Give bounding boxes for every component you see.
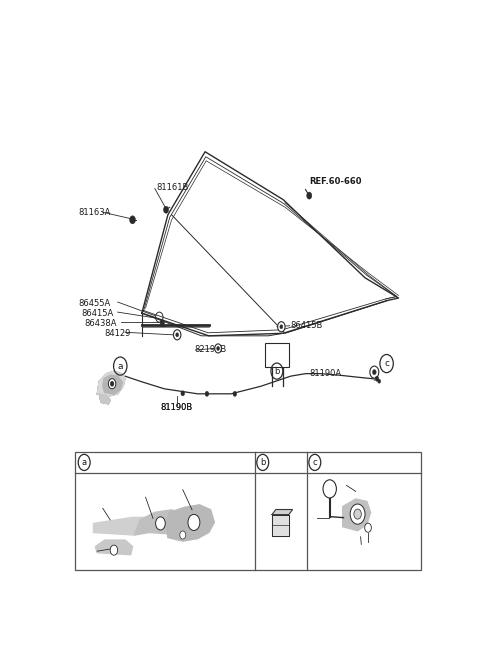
Circle shape	[378, 379, 381, 383]
Text: 1125DA: 1125DA	[136, 490, 168, 499]
Circle shape	[176, 333, 179, 337]
Polygon shape	[103, 375, 122, 394]
Text: 81161B: 81161B	[156, 183, 189, 191]
Circle shape	[112, 548, 115, 552]
Circle shape	[83, 525, 88, 533]
Circle shape	[367, 526, 370, 530]
Text: 81195: 81195	[86, 504, 111, 513]
Circle shape	[158, 521, 163, 527]
Polygon shape	[166, 505, 215, 541]
Polygon shape	[99, 394, 110, 404]
Polygon shape	[96, 540, 132, 555]
Polygon shape	[97, 371, 125, 396]
Text: 81163A: 81163A	[79, 208, 111, 217]
Circle shape	[163, 206, 168, 214]
Circle shape	[108, 379, 116, 389]
Circle shape	[277, 322, 285, 332]
Polygon shape	[343, 499, 371, 531]
Text: 81199: 81199	[271, 458, 300, 467]
Circle shape	[110, 545, 118, 555]
Text: c: c	[312, 458, 317, 467]
Text: 86455A: 86455A	[79, 299, 111, 308]
Text: 86590: 86590	[86, 548, 111, 557]
Text: 86415B: 86415B	[290, 321, 323, 330]
Text: 1243FF: 1243FF	[337, 479, 366, 489]
Text: REF.60-660: REF.60-660	[309, 178, 362, 187]
Circle shape	[354, 509, 361, 519]
Circle shape	[350, 504, 365, 524]
Circle shape	[173, 329, 181, 340]
Polygon shape	[134, 510, 194, 535]
Circle shape	[216, 346, 219, 350]
Text: 81130: 81130	[173, 483, 198, 493]
Text: 81190B: 81190B	[160, 403, 192, 412]
Polygon shape	[272, 510, 292, 515]
Circle shape	[180, 531, 186, 539]
Text: 86438A: 86438A	[84, 319, 117, 328]
Text: a: a	[118, 362, 123, 371]
Circle shape	[110, 381, 114, 386]
Bar	[264, 343, 289, 367]
Circle shape	[365, 523, 372, 533]
Text: 81180: 81180	[313, 513, 338, 522]
Circle shape	[205, 391, 209, 396]
Text: 81385B: 81385B	[352, 550, 383, 559]
Circle shape	[323, 480, 336, 498]
Circle shape	[215, 344, 221, 353]
Circle shape	[307, 192, 312, 199]
Circle shape	[372, 369, 376, 375]
Polygon shape	[272, 515, 289, 536]
Bar	[75, 452, 421, 571]
Text: 81190A: 81190A	[309, 369, 341, 378]
Text: 84129: 84129	[105, 329, 131, 338]
Text: c: c	[384, 359, 389, 368]
Text: 86415A: 86415A	[81, 309, 113, 318]
Circle shape	[130, 215, 135, 224]
Text: 81190B: 81190B	[160, 403, 192, 412]
Circle shape	[156, 517, 165, 530]
Text: 82191B: 82191B	[194, 345, 226, 354]
Polygon shape	[94, 517, 151, 535]
Circle shape	[188, 514, 200, 531]
Text: 81180E: 81180E	[345, 542, 374, 552]
Circle shape	[375, 376, 379, 381]
Text: b: b	[260, 458, 265, 467]
Circle shape	[370, 366, 379, 378]
Text: b: b	[274, 367, 279, 375]
Circle shape	[233, 391, 237, 396]
Circle shape	[192, 519, 196, 526]
Circle shape	[160, 320, 165, 326]
Text: a: a	[82, 458, 87, 467]
Circle shape	[181, 391, 185, 396]
Circle shape	[280, 325, 283, 329]
